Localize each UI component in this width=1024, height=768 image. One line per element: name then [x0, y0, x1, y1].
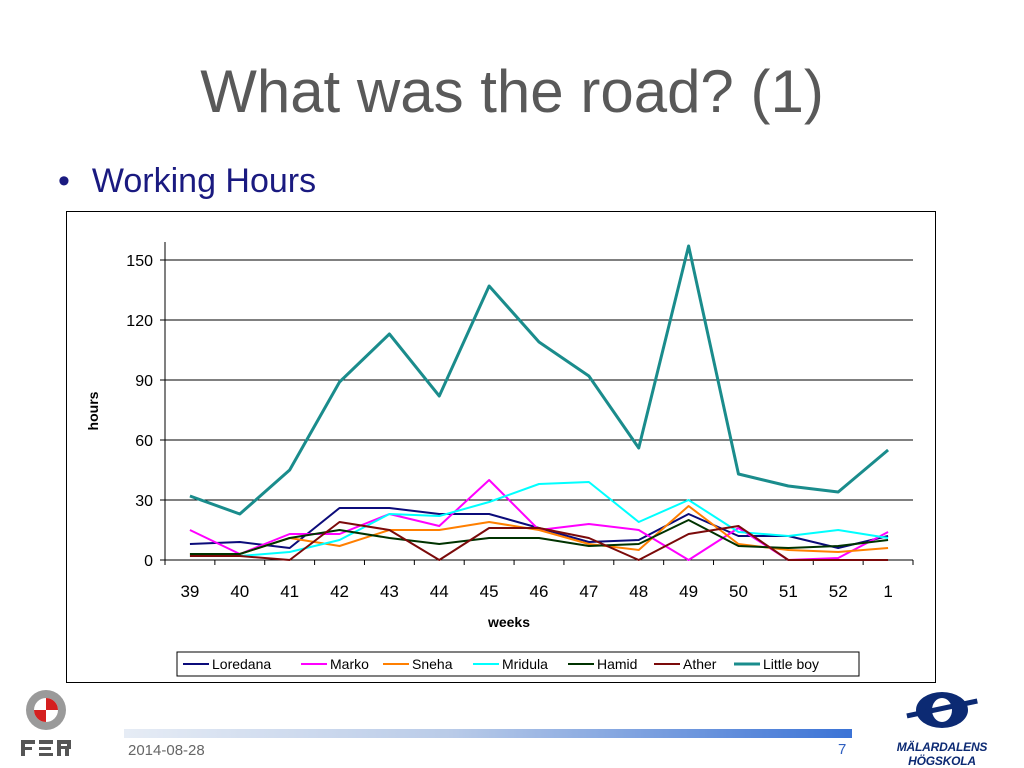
legend-label: Ather: [683, 656, 717, 672]
y-tick-label: 150: [126, 253, 153, 270]
bullet-dot: •: [58, 162, 70, 200]
x-tick-label: 40: [230, 582, 249, 601]
y-tick-label: 60: [135, 433, 153, 450]
legend-label: Hamid: [597, 656, 637, 672]
series-line-5: [189, 521, 889, 561]
legend-label: Little boy: [763, 656, 819, 672]
legend-label: Loredana: [212, 656, 271, 672]
x-tick-label: 50: [729, 582, 748, 601]
x-tick-label: 41: [280, 582, 299, 601]
x-axis-title: weeks: [487, 614, 530, 630]
legend-label: Marko: [330, 656, 369, 672]
x-tick-label: 42: [330, 582, 349, 601]
x-tick-label: 45: [480, 582, 499, 601]
x-tick-label: 49: [679, 582, 698, 601]
legend-label: Sneha: [412, 656, 453, 672]
legend-label: Mridula: [502, 656, 548, 672]
bullet-text: Working Hours: [91, 162, 317, 200]
x-tick-label: 43: [380, 582, 399, 601]
mdh-wordmark: MÄLARDALENS HÖGSKOLA: [896, 740, 988, 768]
x-tick-label: 48: [629, 582, 648, 601]
fer-logo: [18, 686, 78, 760]
y-tick-label: 30: [135, 493, 153, 510]
series-line-4: [189, 519, 889, 555]
series-line-6: [189, 244, 890, 516]
x-tick-label: 46: [530, 582, 549, 601]
x-tick-label: 47: [579, 582, 598, 601]
page-number: 7: [838, 741, 847, 758]
mdh-emblem: [906, 692, 978, 728]
slide-title: What was the road? (1): [200, 58, 824, 125]
x-tick-label: 51: [779, 582, 798, 601]
mdh-logo: MÄLARDALENS HÖGSKOLA: [862, 688, 1022, 768]
chart-frame: 0 30 60 90 120 150 39 40 41 42 43 44 45 46 47 48 49 50 51 5…: [66, 211, 936, 683]
y-axis-title: hours: [85, 391, 101, 430]
line-chart: 0 30 60 90 120 150 39 40 41 42 43 44 45 46 47 48 49 50 51 5…: [85, 242, 914, 677]
x-tick-label: 1: [883, 582, 892, 601]
y-tick-label: 120: [126, 313, 153, 330]
footer-bar: [124, 729, 852, 738]
footer-date: 2014-08-28: [128, 742, 205, 759]
y-tick-label: 90: [135, 373, 153, 390]
y-tick-label: 0: [144, 553, 153, 570]
x-tick-label: 39: [180, 582, 199, 601]
bullet-item: • Working Hours: [58, 162, 316, 201]
x-tick-label: 52: [829, 582, 848, 601]
x-tick-label: 44: [430, 582, 449, 601]
